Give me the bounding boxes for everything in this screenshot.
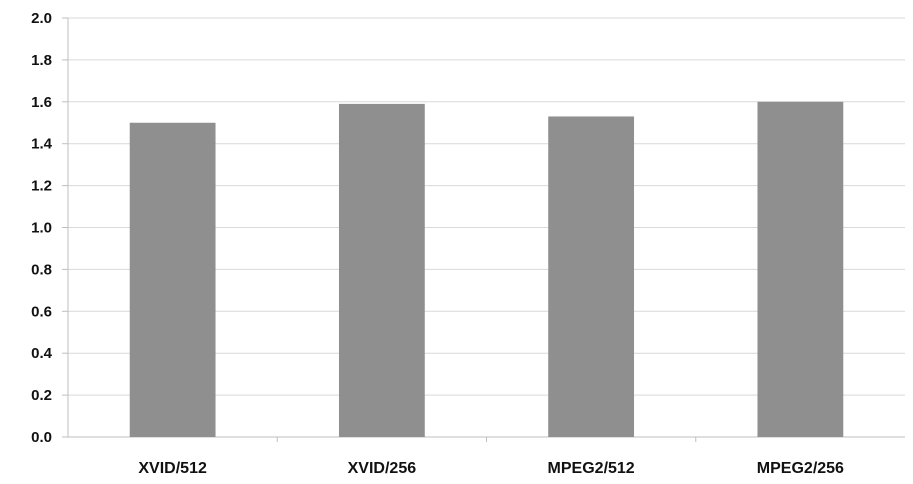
y-tick-label: 2.0 — [31, 10, 52, 27]
bar-mpeg2-512 — [548, 116, 635, 437]
bar-mpeg2-256 — [757, 101, 844, 438]
x-category-label: XVID/512 — [138, 460, 207, 477]
y-tick-label: 0.2 — [31, 387, 52, 404]
x-category-label: MPEG2/512 — [548, 460, 635, 477]
y-tick-label: 0.8 — [31, 261, 52, 278]
y-tick-label: 1.8 — [31, 52, 52, 69]
x-category-label: XVID/256 — [348, 460, 417, 477]
y-axis-tick-labels: 0.0 0.2 0.4 0.6 0.8 1.0 1.2 1.4 1.6 1.8 2.0 — [31, 10, 53, 446]
bars — [129, 101, 844, 438]
y-tick-label: 0.0 — [31, 429, 52, 446]
y-tick-label: 1.4 — [31, 136, 53, 153]
bar-xvid-512 — [129, 122, 216, 437]
y-tick-label: 1.0 — [31, 220, 52, 237]
x-axis-category-labels: XVID/512 XVID/256 MPEG2/512 MPEG2/256 — [138, 460, 844, 477]
y-tick-label: 0.4 — [31, 345, 53, 362]
bar-xvid-256 — [338, 103, 425, 438]
y-tick-label: 0.6 — [31, 303, 52, 320]
y-tick-label: 1.6 — [31, 94, 52, 111]
y-tick-label: 1.2 — [31, 178, 52, 195]
x-category-label: MPEG2/256 — [757, 460, 844, 477]
